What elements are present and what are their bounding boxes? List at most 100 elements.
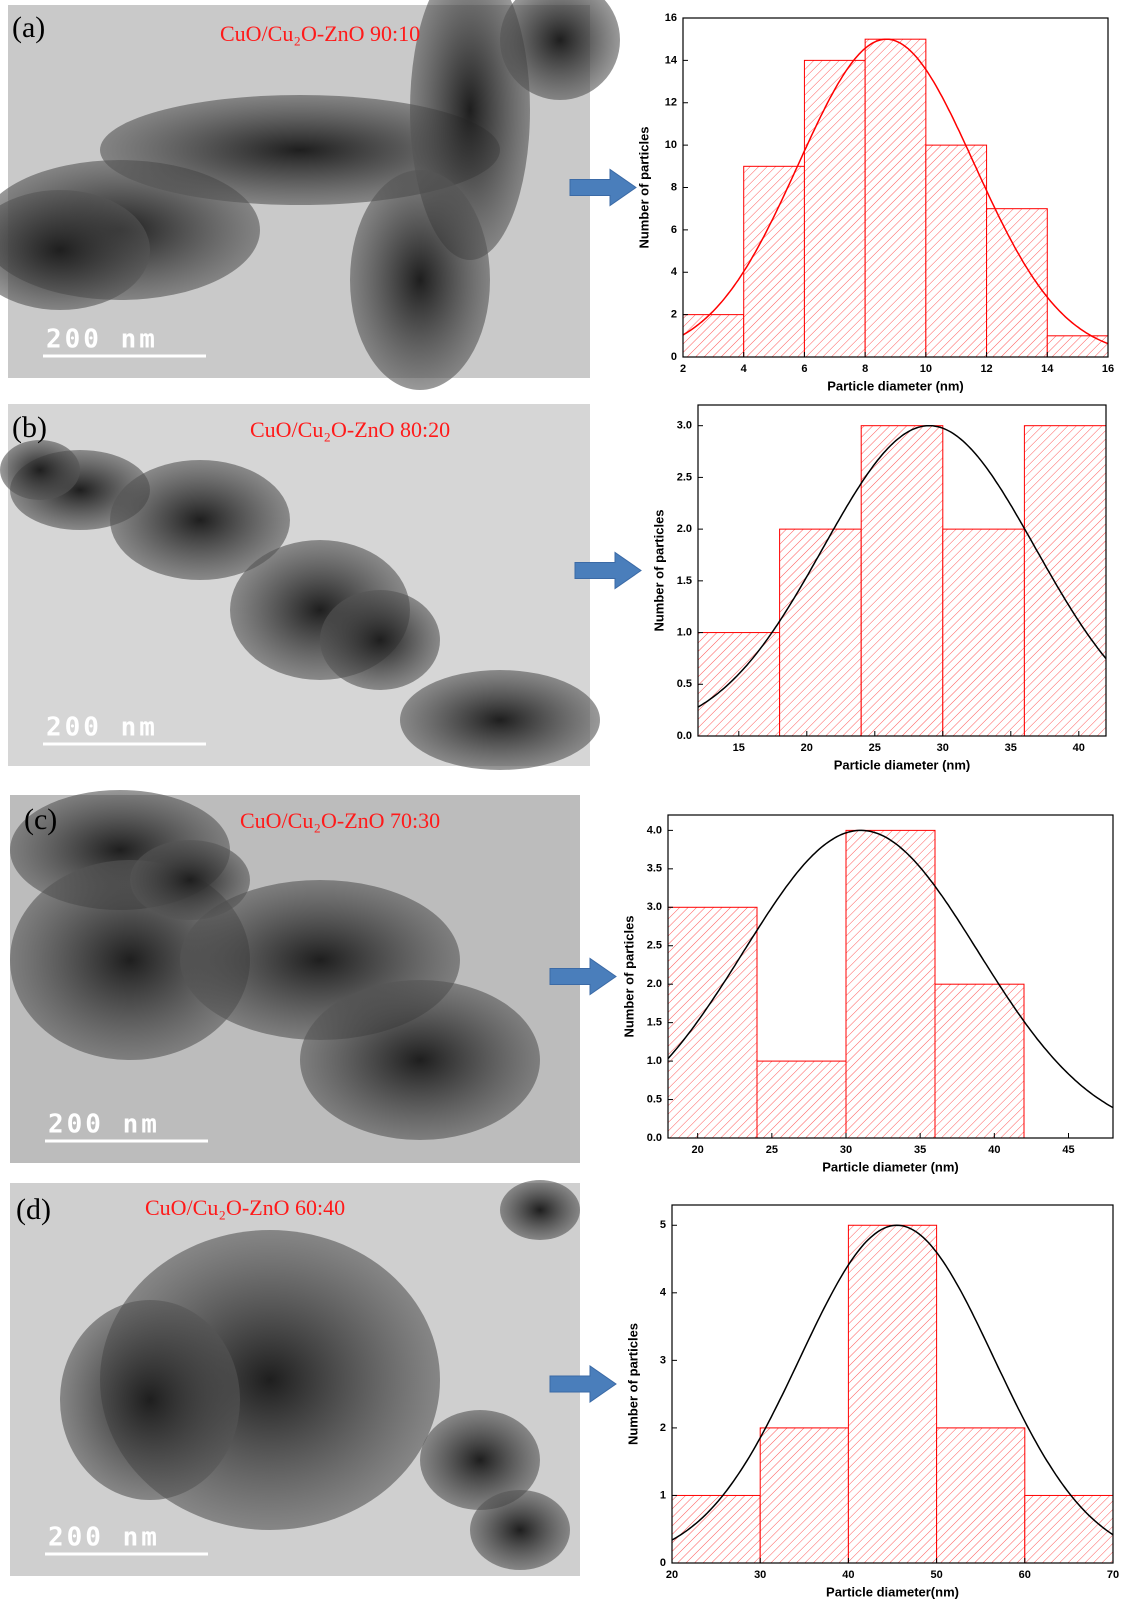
particle-cluster <box>0 190 150 310</box>
bar <box>847 1224 938 1564</box>
x-tick-label: 70 <box>1107 1569 1119 1581</box>
particle-cluster <box>350 170 490 390</box>
fit-curve <box>667 829 1114 1109</box>
x-tick-label: 60 <box>1019 1569 1031 1581</box>
x-tick-label: 15 <box>733 742 745 754</box>
y-tick-label: 1.0 <box>677 626 692 638</box>
plot-frame <box>671 1204 1114 1564</box>
panel-label: (c) <box>24 803 57 836</box>
x-axis-label: Particle diameter (nm) <box>822 1159 959 1174</box>
bar <box>667 906 758 1139</box>
x-tick-label: 30 <box>937 742 949 754</box>
bar <box>1024 1494 1114 1564</box>
y-tick-label: 0.5 <box>647 1093 662 1105</box>
panel-caption: CuO/Cu₂O-ZnO 70:30 <box>240 808 440 833</box>
particle-cluster <box>110 460 290 580</box>
x-tick-label: 40 <box>988 1144 1000 1156</box>
arrow <box>569 168 637 207</box>
plot-frame <box>667 814 1114 1139</box>
y-tick-label: 1 <box>660 1489 666 1501</box>
x-axis-label: Particle diameter (nm) <box>834 757 971 772</box>
y-tick-label: 16 <box>665 12 677 24</box>
x-tick-label: 6 <box>801 363 807 375</box>
x-tick-label: 14 <box>1041 363 1054 375</box>
bar <box>934 983 1025 1139</box>
particle-cluster <box>320 590 440 690</box>
x-axis-label: Particle diameter (nm) <box>827 378 964 393</box>
scale-bar-label: 200 nm <box>46 713 158 743</box>
y-tick-label: 2.0 <box>647 978 662 990</box>
fit-curve <box>682 38 1109 345</box>
bar <box>779 528 862 737</box>
x-tick-label: 40 <box>1073 742 1085 754</box>
panel-caption: CuO/Cu₂O-ZnO 60:40 <box>145 1195 345 1220</box>
x-tick-label: 20 <box>692 1144 704 1156</box>
particle-cluster <box>500 0 620 100</box>
bar <box>1023 425 1107 737</box>
y-tick-label: 0.0 <box>677 730 692 742</box>
y-tick-label: 4 <box>660 1287 667 1299</box>
particle-cluster <box>400 670 600 770</box>
arrow <box>574 551 642 590</box>
particle-cluster <box>130 840 250 920</box>
bar <box>756 1060 847 1139</box>
y-tick-label: 0.0 <box>647 1132 662 1144</box>
x-axis-label: Particle diameter(nm) <box>826 1584 959 1599</box>
particle-cluster <box>420 1410 540 1510</box>
particle-cluster <box>500 1180 580 1240</box>
particle-cluster <box>300 980 540 1140</box>
x-tick-label: 35 <box>914 1144 926 1156</box>
y-tick-label: 3.0 <box>677 420 692 432</box>
y-axis-label: Number of particles <box>621 915 636 1037</box>
y-tick-label: 2.5 <box>677 471 692 483</box>
y-tick-label: 8 <box>671 181 677 193</box>
bar <box>743 165 805 358</box>
y-tick-label: 3.0 <box>647 901 662 913</box>
scale-bar-label: 200 nm <box>48 1110 160 1140</box>
x-tick-label: 12 <box>980 363 992 375</box>
particle-cluster <box>470 1490 570 1570</box>
panel-label: (d) <box>16 1193 51 1226</box>
fit-curve <box>697 424 1107 708</box>
x-tick-label: 16 <box>1102 363 1114 375</box>
y-tick-label: 2 <box>660 1422 666 1434</box>
y-axis-label: Number of particles <box>636 126 651 248</box>
y-tick-label: 0.5 <box>677 678 692 690</box>
x-tick-label: 50 <box>930 1569 942 1581</box>
y-tick-label: 3 <box>660 1354 666 1366</box>
y-tick-label: 0 <box>660 1557 666 1569</box>
y-tick-label: 6 <box>671 224 677 236</box>
y-tick-label: 2 <box>671 309 677 321</box>
x-tick-label: 20 <box>666 1569 678 1581</box>
x-tick-label: 25 <box>766 1144 778 1156</box>
bar <box>986 208 1048 358</box>
bar <box>942 528 1025 737</box>
panel-caption: CuO/Cu₂O-ZnO 80:20 <box>250 417 450 442</box>
plot-frame <box>697 404 1107 737</box>
y-tick-label: 4.0 <box>647 824 662 836</box>
y-tick-label: 0 <box>671 351 677 363</box>
y-tick-label: 5 <box>660 1219 666 1231</box>
bar <box>936 1427 1026 1564</box>
bar <box>759 1427 849 1564</box>
x-tick-label: 40 <box>842 1569 854 1581</box>
bar <box>671 1494 761 1564</box>
panel-label: (a) <box>12 11 45 44</box>
x-tick-label: 30 <box>754 1569 766 1581</box>
panel-label: (b) <box>12 411 47 444</box>
bar <box>860 425 944 737</box>
arrow <box>549 957 617 996</box>
y-tick-label: 1.0 <box>647 1055 662 1067</box>
particle-cluster <box>0 440 80 500</box>
y-tick-label: 3.5 <box>647 863 662 875</box>
x-tick-label: 20 <box>801 742 813 754</box>
bar <box>803 59 866 358</box>
y-tick-label: 1.5 <box>677 575 692 587</box>
y-axis-label: Number of particles <box>625 1323 640 1445</box>
y-tick-label: 10 <box>665 139 677 151</box>
arrow <box>549 1365 617 1403</box>
x-tick-label: 10 <box>920 363 932 375</box>
panel-caption: CuO/Cu₂O-ZnO 90:10 <box>220 21 420 46</box>
y-tick-label: 4 <box>671 266 678 278</box>
